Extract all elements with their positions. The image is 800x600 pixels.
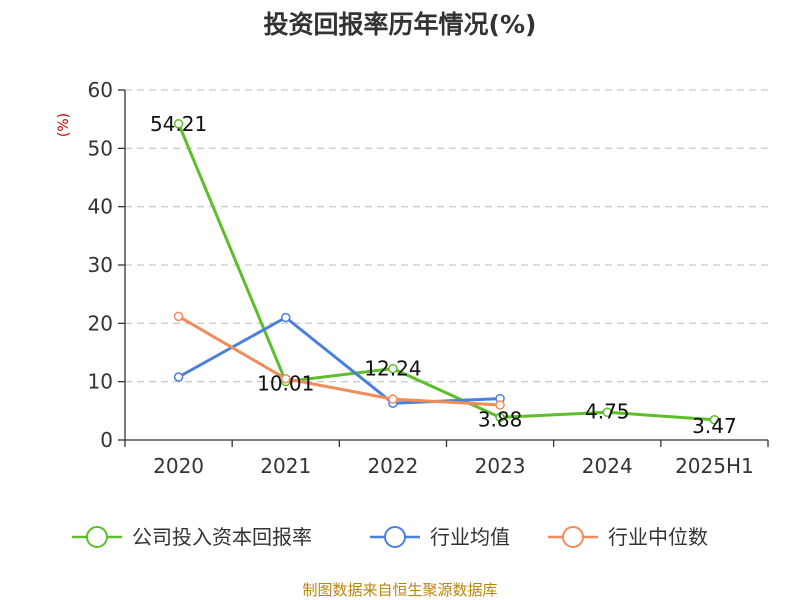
legend-item-2[interactable]: 行业中位数 <box>548 525 708 549</box>
data-label: 3.88 <box>478 407 523 431</box>
x-tick-label: 2023 <box>475 454 526 478</box>
y-tick-label: 30 <box>88 253 113 277</box>
legend-item-0[interactable]: 公司投入资本回报率 <box>72 525 312 549</box>
data-point <box>388 363 398 374</box>
x-tick-label: 2022 <box>367 454 418 478</box>
source-note: 制图数据来自恒生聚源数据库 <box>302 581 497 599</box>
series-1 <box>173 312 505 408</box>
axes: 0 10 20 30 40 50 60 2020 2021 2022 2023 2024 2025H1 <box>88 78 769 478</box>
series-2 <box>173 311 505 410</box>
x-tick-label: 2021 <box>260 454 311 478</box>
data-label: 10.01 <box>257 372 314 396</box>
y-tick-label: 10 <box>88 370 113 394</box>
data-label: 4.75 <box>585 399 630 423</box>
y-tick-label: 40 <box>88 195 113 219</box>
legend: 公司投入资本回报率 行业均值 行业中位数 <box>72 525 708 549</box>
data-point <box>602 407 612 418</box>
x-tick-label: 2025H1 <box>675 454 754 478</box>
data-point <box>495 400 505 410</box>
data-point <box>709 415 720 425</box>
y-axis-unit-label: (%) <box>56 113 72 137</box>
data-label: 3.47 <box>692 414 737 438</box>
grid-lines <box>125 89 768 383</box>
legend-label: 行业均值 <box>430 525 510 549</box>
data-label: 12.24 <box>364 357 421 381</box>
y-tick-label: 60 <box>88 78 113 102</box>
data-point <box>281 312 291 323</box>
data-point <box>173 119 184 129</box>
y-tick-label: 0 <box>100 428 113 452</box>
legend-item-1[interactable]: 行业均值 <box>370 525 510 549</box>
x-tick-label: 2024 <box>582 454 633 478</box>
legend-marker-icon <box>384 526 406 548</box>
y-tick-label: 50 <box>88 136 113 160</box>
legend-label: 公司投入资本回报率 <box>132 525 312 549</box>
series-line <box>177 123 715 422</box>
data-label: 54.21 <box>150 112 207 136</box>
data-point <box>173 372 184 382</box>
legend-label: 行业中位数 <box>608 525 708 549</box>
data-point <box>495 412 505 423</box>
series-0 <box>173 119 720 425</box>
data-point <box>388 394 398 404</box>
data-point <box>173 311 184 322</box>
legend-marker-icon <box>562 526 584 548</box>
x-tick-label: 2020 <box>153 454 204 478</box>
chart-title: 投资回报率历年情况(%) <box>264 10 537 39</box>
legend-marker-icon <box>86 526 108 548</box>
series-line <box>177 315 501 407</box>
data-labels: 54.21 10.01 12.24 3.88 4.75 3.47 <box>150 112 737 438</box>
y-tick-label: 20 <box>88 311 113 335</box>
data-point <box>281 374 291 384</box>
series-lines <box>173 119 720 425</box>
